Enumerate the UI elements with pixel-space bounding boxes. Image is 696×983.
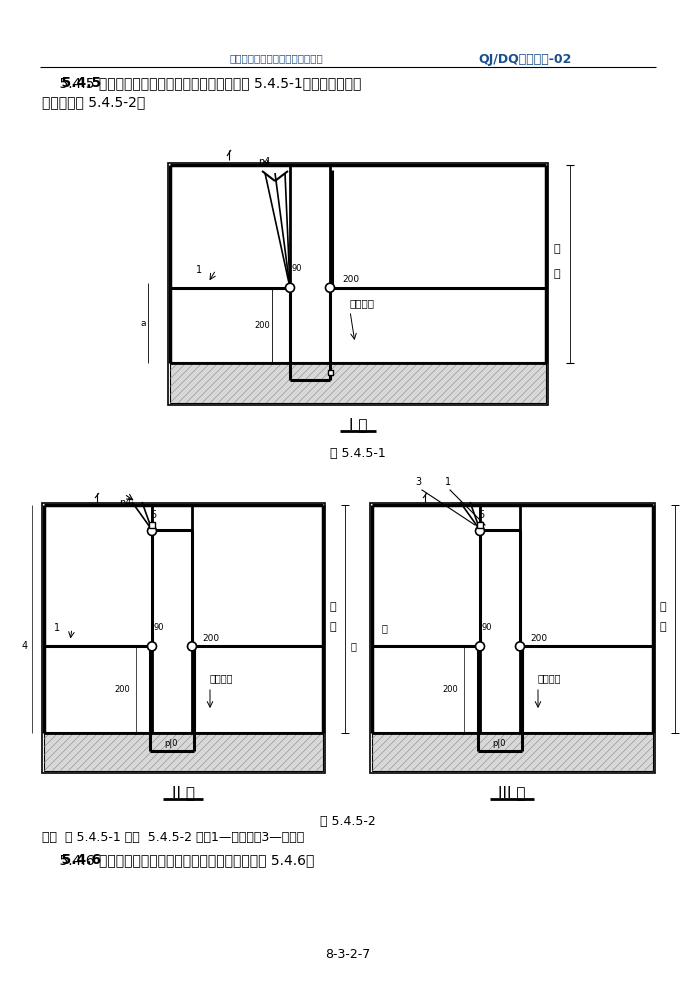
Text: n4: n4: [258, 157, 270, 167]
Text: 200: 200: [442, 685, 458, 695]
Text: p|0: p|0: [164, 738, 177, 747]
Text: 5.4.5 接地线过门处可采用埋地穿过门口，见图 5.4.5-1；或从门上绕过: 5.4.5 接地线过门处可采用埋地穿过门口，见图 5.4.5-1；或从门上绕过: [42, 76, 361, 90]
Bar: [370, 503, 655, 773]
Text: 8-3-2-7: 8-3-2-7: [325, 948, 371, 961]
Circle shape: [475, 527, 484, 536]
Text: 门: 门: [329, 602, 335, 612]
Text: 90: 90: [154, 623, 164, 632]
Text: 90: 90: [292, 263, 303, 272]
Circle shape: [475, 642, 484, 651]
Text: 5: 5: [150, 510, 156, 520]
Bar: [168, 163, 548, 405]
Circle shape: [187, 642, 196, 651]
Circle shape: [516, 642, 525, 651]
Text: 室内地面: 室内地面: [538, 673, 562, 683]
Text: 4: 4: [22, 641, 28, 652]
Circle shape: [148, 642, 157, 651]
Bar: [42, 503, 325, 773]
Text: 200: 200: [114, 685, 130, 695]
Text: III 型: III 型: [498, 785, 525, 800]
Bar: [170, 363, 546, 403]
Text: 5.4.6: 5.4.6: [42, 853, 101, 867]
Circle shape: [326, 283, 335, 292]
Text: 门: 门: [659, 602, 665, 612]
Text: 5.4.5: 5.4.5: [42, 76, 101, 90]
Text: 室内地面: 室内地面: [210, 673, 233, 683]
Text: 90: 90: [482, 623, 493, 632]
Bar: [149, 522, 155, 528]
Text: 200: 200: [342, 275, 359, 284]
Text: 1: 1: [54, 623, 60, 633]
Text: 200: 200: [530, 634, 547, 643]
Text: 乙: 乙: [382, 623, 388, 633]
Bar: [44, 733, 323, 771]
Text: 框: 框: [329, 622, 335, 632]
Text: p|0: p|0: [492, 738, 505, 747]
Text: 注：  图 5.4.5-1 至图  5.4.5-2 中：1—接地线；3—固定钩: 注： 图 5.4.5-1 至图 5.4.5-2 中：1—接地线；3—固定钩: [42, 831, 304, 844]
Text: 图 5.4.5-2: 图 5.4.5-2: [320, 815, 376, 828]
Text: 3: 3: [415, 477, 421, 487]
Text: 室内地面: 室内地面: [350, 298, 375, 308]
Text: 1: 1: [196, 264, 202, 275]
Text: 5.4.6 明敷接地线上应设置临时接地线柱，做法见图 5.4.6。: 5.4.6 明敷接地线上应设置临时接地线柱，做法见图 5.4.6。: [42, 853, 315, 867]
Text: I 型: I 型: [349, 417, 367, 432]
Text: QJ/DQ（接地）-02: QJ/DQ（接地）-02: [478, 53, 571, 66]
Text: n4: n4: [119, 498, 132, 508]
Text: 图 5.4.5-1: 图 5.4.5-1: [330, 447, 386, 460]
Text: 200: 200: [202, 634, 219, 643]
Bar: [372, 733, 653, 771]
Text: II 型: II 型: [171, 785, 194, 800]
Circle shape: [148, 527, 157, 536]
Bar: [328, 370, 333, 375]
Text: 门口，见图 5.4.5-2。: 门口，见图 5.4.5-2。: [42, 95, 145, 109]
Text: 5: 5: [478, 510, 484, 520]
Text: 乙: 乙: [350, 641, 356, 652]
Circle shape: [285, 283, 294, 292]
Text: 200: 200: [254, 321, 270, 330]
Text: 1: 1: [445, 477, 451, 487]
Text: 框: 框: [659, 622, 665, 632]
Text: 门: 门: [553, 244, 560, 254]
Text: a: a: [141, 318, 146, 327]
Text: 框: 框: [553, 269, 560, 279]
Text: 接地装置扁钢及圆钢通用施工工艺: 接地装置扁钢及圆钢通用施工工艺: [230, 53, 324, 63]
Bar: [477, 522, 483, 528]
